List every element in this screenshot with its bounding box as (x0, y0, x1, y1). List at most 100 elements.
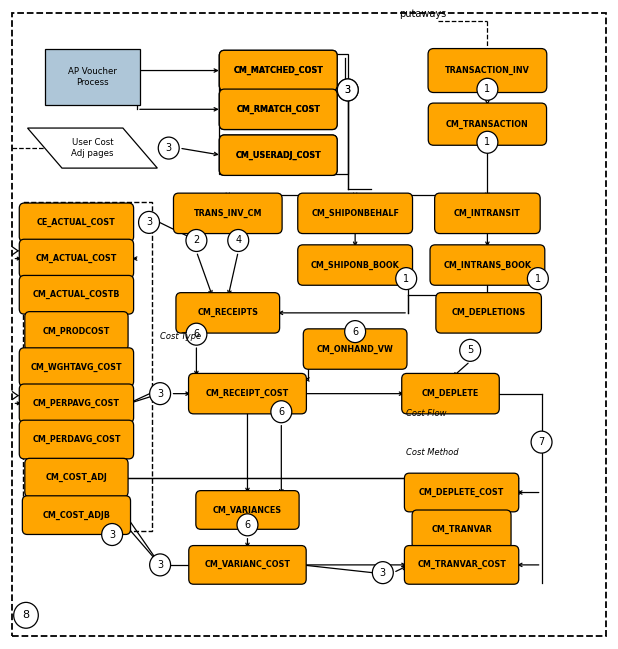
Circle shape (138, 212, 159, 234)
Text: CM_ACTUAL_COSTB: CM_ACTUAL_COSTB (33, 290, 120, 299)
Text: 3: 3 (157, 389, 163, 398)
Text: 1: 1 (403, 274, 409, 284)
Text: CM_INTRANSIT: CM_INTRANSIT (454, 209, 521, 218)
Text: TRANSACTION_INV: TRANSACTION_INV (445, 66, 530, 75)
Text: CM_USERADJ_COST: CM_USERADJ_COST (235, 151, 321, 160)
Text: 4: 4 (235, 236, 241, 245)
FancyBboxPatch shape (404, 546, 519, 584)
Text: CM_VARIANCES: CM_VARIANCES (213, 506, 282, 515)
Text: AP Voucher
Process: AP Voucher Process (68, 67, 117, 87)
Circle shape (531, 431, 552, 453)
FancyBboxPatch shape (19, 275, 133, 314)
FancyBboxPatch shape (25, 312, 128, 350)
FancyBboxPatch shape (19, 348, 133, 387)
Text: 1: 1 (535, 274, 541, 284)
Text: putaways: putaways (399, 9, 446, 19)
Circle shape (186, 230, 207, 251)
Text: CM_COST_ADJ: CM_COST_ADJ (46, 473, 108, 482)
Circle shape (158, 137, 179, 159)
FancyBboxPatch shape (404, 473, 519, 512)
FancyBboxPatch shape (19, 384, 133, 422)
Text: 3: 3 (345, 85, 351, 95)
Text: User Cost
Adj pages: User Cost Adj pages (71, 138, 114, 158)
Text: 8: 8 (22, 610, 30, 620)
Text: CM_PERDAVG_COST: CM_PERDAVG_COST (32, 435, 121, 444)
Circle shape (14, 602, 38, 628)
FancyBboxPatch shape (428, 49, 547, 93)
Circle shape (527, 267, 548, 289)
Text: Cost Method: Cost Method (406, 448, 459, 457)
FancyBboxPatch shape (434, 193, 540, 234)
FancyBboxPatch shape (219, 51, 337, 91)
Circle shape (102, 524, 122, 546)
Text: CM_PRODCOST: CM_PRODCOST (43, 326, 110, 336)
Circle shape (477, 131, 498, 153)
Circle shape (337, 79, 358, 101)
FancyBboxPatch shape (298, 193, 413, 234)
Circle shape (396, 267, 417, 289)
FancyBboxPatch shape (19, 203, 133, 241)
Circle shape (460, 339, 481, 361)
Circle shape (186, 323, 207, 345)
FancyBboxPatch shape (188, 373, 307, 414)
FancyBboxPatch shape (19, 239, 133, 278)
FancyBboxPatch shape (188, 546, 306, 584)
Text: 3: 3 (345, 85, 351, 95)
Text: CM_INTRANS_BOOK: CM_INTRANS_BOOK (443, 260, 531, 269)
Text: CM_ONHAND_VW: CM_ONHAND_VW (316, 345, 394, 354)
Text: CM_MATCHED_COST: CM_MATCHED_COST (234, 66, 323, 75)
Text: CM_RMATCH_COST: CM_RMATCH_COST (236, 104, 320, 114)
Text: CM_MATCHED_COST: CM_MATCHED_COST (234, 66, 323, 75)
Text: CM_RECEIPTS: CM_RECEIPTS (197, 308, 258, 317)
FancyBboxPatch shape (174, 193, 282, 234)
Text: 1: 1 (485, 138, 491, 147)
Text: 6: 6 (193, 329, 200, 339)
FancyBboxPatch shape (45, 49, 140, 104)
FancyBboxPatch shape (219, 89, 337, 130)
Text: CM_SHIPONB_BOOK: CM_SHIPONB_BOOK (311, 260, 399, 269)
Text: CM_TRANVAR_COST: CM_TRANVAR_COST (417, 560, 506, 569)
Circle shape (271, 400, 292, 422)
Text: CM_TRANVAR: CM_TRANVAR (431, 525, 492, 534)
FancyBboxPatch shape (428, 103, 546, 145)
Text: CM_VARIANC_COST: CM_VARIANC_COST (205, 560, 290, 569)
Circle shape (237, 514, 258, 536)
Text: 7: 7 (538, 437, 544, 447)
Text: Cost Type: Cost Type (160, 332, 201, 341)
Text: 1: 1 (485, 84, 491, 94)
Circle shape (150, 383, 171, 404)
FancyBboxPatch shape (219, 135, 337, 175)
Text: CM_RECEIPT_COST: CM_RECEIPT_COST (206, 389, 289, 398)
FancyBboxPatch shape (219, 89, 337, 130)
Text: CM_DEPLETE: CM_DEPLETE (422, 389, 479, 398)
Text: CM_USERADJ_COST: CM_USERADJ_COST (235, 151, 321, 160)
Text: CM_DEPLETE_COST: CM_DEPLETE_COST (419, 488, 504, 497)
Text: CM_RMATCH_COST: CM_RMATCH_COST (236, 104, 320, 114)
FancyBboxPatch shape (430, 245, 545, 286)
FancyBboxPatch shape (19, 420, 133, 459)
Circle shape (337, 79, 358, 101)
FancyBboxPatch shape (303, 329, 407, 369)
Text: CM_SHIPONBEHALF: CM_SHIPONBEHALF (311, 209, 399, 218)
Text: 6: 6 (278, 407, 284, 417)
Text: CE_ACTUAL_COST: CE_ACTUAL_COST (37, 218, 116, 227)
Text: 3: 3 (109, 530, 115, 539)
Text: 6: 6 (352, 326, 358, 337)
Circle shape (477, 79, 498, 100)
Text: CM_WGHTAVG_COST: CM_WGHTAVG_COST (31, 363, 122, 372)
Text: 3: 3 (157, 560, 163, 570)
Text: CM_COST_ADJB: CM_COST_ADJB (43, 511, 111, 520)
Text: 3: 3 (380, 568, 386, 578)
FancyBboxPatch shape (219, 51, 337, 91)
Text: 6: 6 (244, 520, 250, 530)
Circle shape (373, 561, 393, 583)
Text: CM_DEPLETIONS: CM_DEPLETIONS (452, 308, 526, 317)
Text: Cost Flow: Cost Flow (406, 409, 447, 418)
Circle shape (345, 321, 366, 343)
FancyBboxPatch shape (25, 458, 128, 497)
Text: TRANS_INV_CM: TRANS_INV_CM (193, 209, 262, 218)
FancyBboxPatch shape (176, 293, 279, 333)
FancyBboxPatch shape (22, 496, 130, 535)
FancyBboxPatch shape (412, 510, 511, 548)
FancyBboxPatch shape (196, 491, 299, 530)
